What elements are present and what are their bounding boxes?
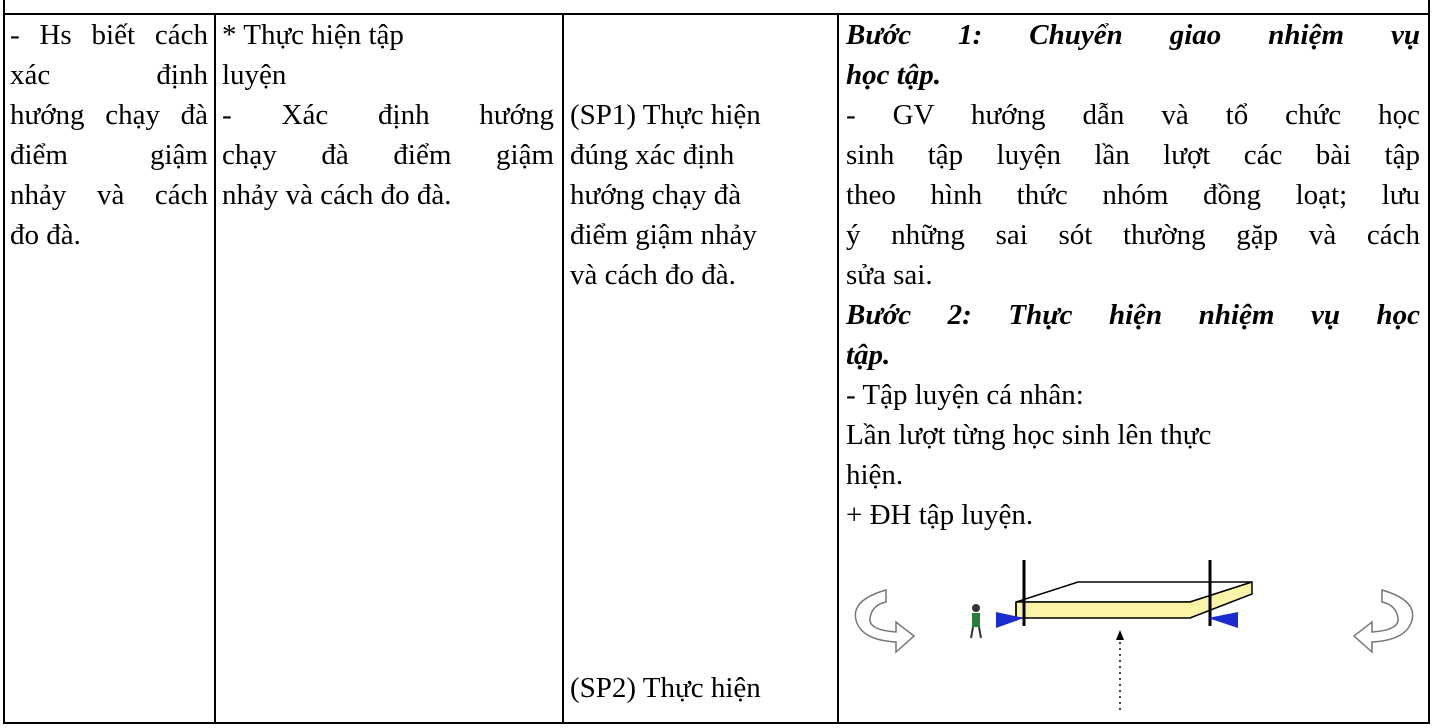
column-border xyxy=(1428,0,1430,724)
column-border xyxy=(562,13,564,724)
text-line: sửa sai. xyxy=(846,259,933,291)
cell: * Thực hiện tập luyện - Xác định hướng c… xyxy=(222,15,554,215)
text-line: hiện. xyxy=(846,459,904,491)
text-line: nhảy và cách xyxy=(10,179,208,211)
table-border xyxy=(4,13,1430,15)
text-line: chạy đà điểm giậm xyxy=(222,139,554,171)
text-line: ý những sai sót thường gặp và cách xyxy=(846,219,1420,251)
cell: (SP2) Thực hiện xyxy=(570,668,832,708)
marker xyxy=(996,612,1024,628)
text-line: (SP1) Thực hiện xyxy=(570,99,761,131)
arrow-right xyxy=(1352,589,1414,654)
text-line: sinh tập luyện lần lượt các bài tập xyxy=(846,139,1420,171)
text-line: đúng xác định xyxy=(570,139,735,171)
text-line: - Hs biết cách xyxy=(10,19,208,51)
arrow-left xyxy=(854,589,916,654)
text-line: hướng chạy đà xyxy=(570,179,742,211)
text-line: và cách đo đà. xyxy=(570,259,736,291)
column-border xyxy=(214,13,216,724)
marker xyxy=(1208,612,1238,628)
text-line: + ĐH tập luyện. xyxy=(846,499,1034,531)
text-line: nhảy và cách đo đà. xyxy=(222,179,452,211)
text-line: (SP2) Thực hiện xyxy=(570,672,761,704)
cell: (SP1) Thực hiện đúng xác định hướng chạy… xyxy=(570,95,832,295)
cell: - Hs biết cách xác định hướng chạy đà đi… xyxy=(10,15,208,255)
column-border xyxy=(837,13,839,724)
text-line: điểm giậm xyxy=(10,139,208,171)
table-border xyxy=(4,722,1430,724)
column-border xyxy=(3,0,5,724)
run-arrow xyxy=(1116,630,1124,640)
text-line: - Xác định hướng xyxy=(222,99,554,131)
text-line: - GV hướng dẫn và tổ chức học xyxy=(846,99,1420,131)
text-line: xác định xyxy=(10,59,208,91)
text-line: Lần lượt từng học sinh lên thực xyxy=(846,419,1212,451)
text-line: - Tập luyện cá nhân: xyxy=(846,379,1084,411)
text-line: điểm giậm nhảy xyxy=(570,219,757,251)
text-line: đo đà. xyxy=(10,219,81,251)
text-line: hướng chạy đà xyxy=(10,99,208,131)
training-diagram xyxy=(854,560,1414,710)
heading-line: tập. xyxy=(846,339,891,371)
heading-line: Bước 2: Thực hiện nhiệm vụ học xyxy=(846,299,1420,331)
student-figure xyxy=(970,604,982,639)
text-line: theo hình thức nhóm đồng loạt; lưu xyxy=(846,179,1420,211)
text-line: luyện xyxy=(222,59,287,91)
heading-line: Bước 1: Chuyển giao nhiệm vụ xyxy=(846,19,1420,51)
heading-line: học tập. xyxy=(846,59,942,91)
cell: Bước 1: Chuyển giao nhiệm vụ học tập. - … xyxy=(846,15,1420,535)
text-line: * Thực hiện tập xyxy=(222,19,404,51)
